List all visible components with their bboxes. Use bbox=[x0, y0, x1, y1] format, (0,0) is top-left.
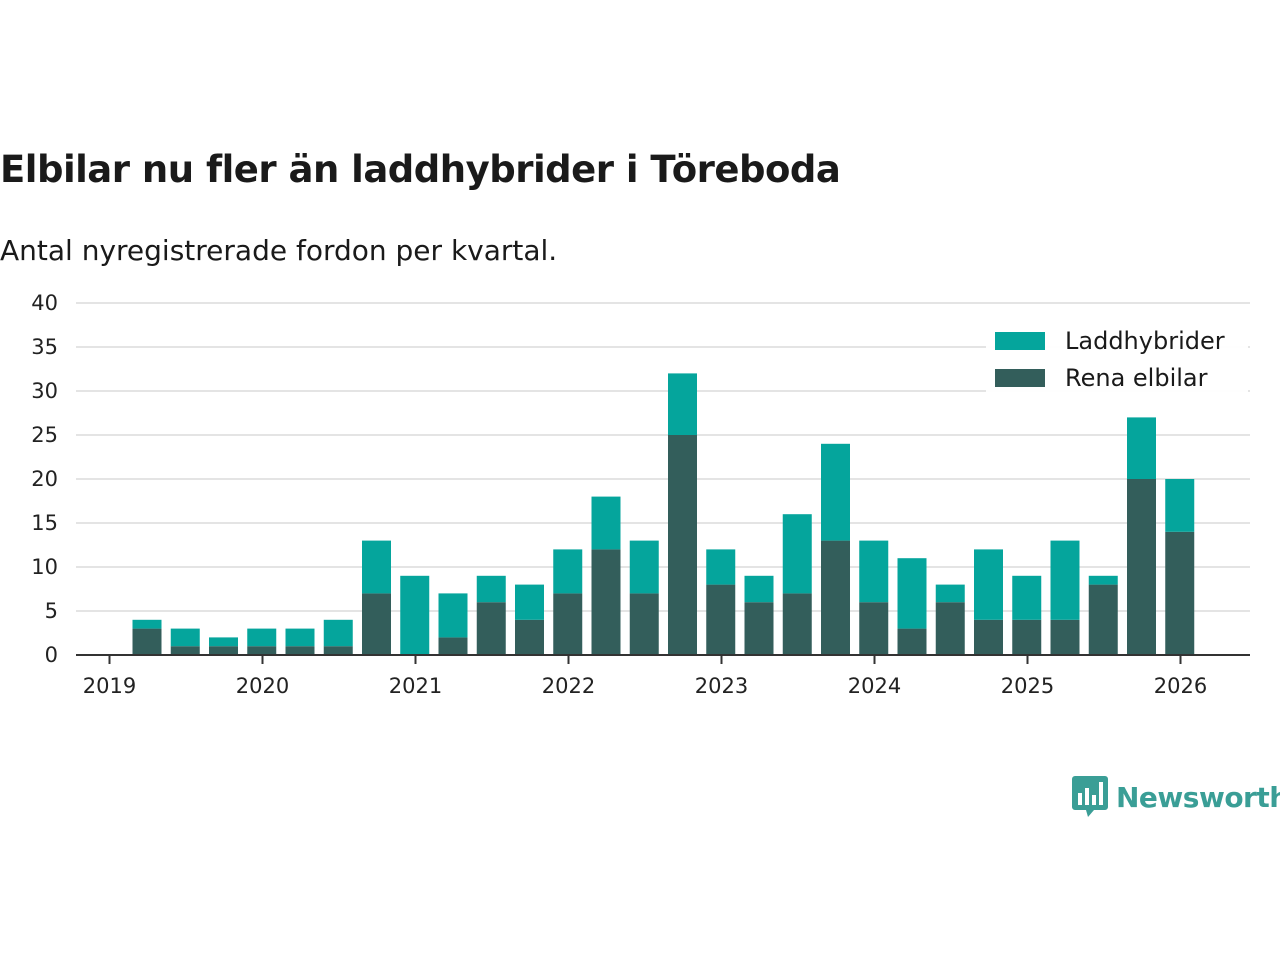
bar-laddhybrider bbox=[1088, 575, 1118, 585]
x-axis-ticks: 2019 2020 2021 2022 2023 2024 2025 2026 bbox=[83, 655, 1207, 698]
bar-laddhybrider bbox=[438, 593, 468, 638]
bar-series bbox=[132, 373, 1195, 655]
x-tick-label: 2019 bbox=[83, 674, 136, 698]
y-tick-label: 0 bbox=[45, 643, 58, 667]
grid-lines bbox=[76, 302, 1250, 612]
bar-laddhybrider bbox=[132, 619, 162, 629]
bar-rena-elbilar bbox=[591, 549, 621, 655]
bar-laddhybrider bbox=[935, 584, 965, 603]
x-tick-label: 2024 bbox=[848, 674, 901, 698]
bar-rena-elbilar bbox=[1088, 584, 1118, 655]
bar-rena-elbilar bbox=[323, 646, 353, 655]
bar-rena-elbilar bbox=[897, 628, 927, 655]
legend: Laddhybrider Rena elbilar bbox=[986, 322, 1248, 404]
bar-laddhybrider bbox=[515, 584, 544, 620]
y-tick-label: 35 bbox=[31, 335, 58, 359]
bar-laddhybrider bbox=[744, 575, 774, 603]
x-tick-label: 2021 bbox=[389, 674, 442, 698]
bar-laddhybrider bbox=[362, 540, 391, 594]
bar-laddhybrider bbox=[591, 496, 621, 550]
bar-rena-elbilar bbox=[362, 593, 391, 655]
bar-rena-elbilar bbox=[782, 593, 812, 655]
brand-name: Newsworthy bbox=[1116, 780, 1280, 814]
bar-laddhybrider bbox=[553, 549, 583, 594]
bar-laddhybrider bbox=[476, 575, 506, 603]
bar-rena-elbilar bbox=[974, 619, 1003, 655]
x-tick-label: 2022 bbox=[542, 674, 595, 698]
bar-laddhybrider bbox=[897, 558, 927, 629]
bar-laddhybrider bbox=[209, 637, 238, 647]
bar-rena-elbilar bbox=[285, 646, 315, 655]
bar-laddhybrider bbox=[974, 549, 1003, 620]
bar-laddhybrider bbox=[782, 514, 812, 594]
y-tick-label: 30 bbox=[31, 379, 58, 403]
chart-subtitle: Antal nyregistrerade fordon per kvartal. bbox=[0, 234, 558, 267]
bar-rena-elbilar bbox=[1012, 619, 1042, 655]
legend-swatch-laddhybrider bbox=[995, 332, 1045, 350]
bar-laddhybrider bbox=[629, 540, 659, 594]
legend-label-rena-elbilar: Rena elbilar bbox=[1065, 364, 1208, 392]
bar-laddhybrider bbox=[323, 619, 353, 647]
bar-rena-elbilar bbox=[170, 646, 200, 655]
legend-swatch-rena-elbilar bbox=[995, 369, 1045, 387]
bar-rena-elbilar bbox=[821, 540, 850, 655]
bar-laddhybrider bbox=[668, 373, 697, 435]
bar-rena-elbilar bbox=[668, 435, 697, 655]
bar-rena-elbilar bbox=[629, 593, 659, 655]
bar-rena-elbilar bbox=[132, 628, 162, 655]
newsworthy-brand: Newsworthy bbox=[1072, 776, 1280, 818]
bar-rena-elbilar bbox=[706, 584, 736, 655]
bar-laddhybrider bbox=[400, 575, 430, 655]
bar-rena-elbilar bbox=[935, 602, 965, 655]
bar-laddhybrider bbox=[170, 628, 200, 647]
bar-laddhybrider bbox=[821, 443, 850, 541]
y-tick-label: 5 bbox=[45, 599, 58, 623]
y-tick-label: 25 bbox=[31, 423, 58, 447]
bar-laddhybrider bbox=[1127, 417, 1156, 479]
y-tick-label: 10 bbox=[31, 555, 58, 579]
x-tick-label: 2020 bbox=[236, 674, 289, 698]
bar-laddhybrider bbox=[1050, 540, 1080, 620]
bar-rena-elbilar bbox=[744, 602, 774, 655]
newsworthy-logo-icon bbox=[1072, 776, 1108, 817]
y-axis-ticks: 0 5 10 15 20 25 30 35 40 bbox=[31, 291, 58, 667]
y-tick-label: 20 bbox=[31, 467, 58, 491]
bar-rena-elbilar bbox=[515, 619, 544, 655]
x-tick-label: 2023 bbox=[695, 674, 748, 698]
y-tick-label: 40 bbox=[31, 291, 58, 315]
chart-title: Elbilar nu fler än laddhybrider i Törebo… bbox=[0, 148, 841, 191]
bar-rena-elbilar bbox=[1050, 619, 1080, 655]
bar-laddhybrider bbox=[285, 628, 315, 647]
bar-laddhybrider bbox=[706, 549, 736, 585]
bar-laddhybrider bbox=[247, 628, 277, 647]
bar-rena-elbilar bbox=[247, 646, 277, 655]
bar-rena-elbilar bbox=[476, 602, 506, 655]
bar-rena-elbilar bbox=[553, 593, 583, 655]
bar-laddhybrider bbox=[1165, 479, 1195, 532]
x-tick-label: 2025 bbox=[1001, 674, 1054, 698]
bar-rena-elbilar bbox=[438, 637, 468, 655]
bar-laddhybrider bbox=[859, 540, 889, 603]
bar-rena-elbilar bbox=[1165, 531, 1195, 655]
bar-laddhybrider bbox=[1012, 575, 1042, 620]
x-tick-label: 2026 bbox=[1154, 674, 1207, 698]
bar-rena-elbilar bbox=[209, 646, 238, 655]
legend-label-laddhybrider: Laddhybrider bbox=[1065, 327, 1225, 355]
y-tick-label: 15 bbox=[31, 511, 58, 535]
bar-rena-elbilar bbox=[1127, 479, 1156, 655]
bar-rena-elbilar bbox=[859, 602, 889, 655]
